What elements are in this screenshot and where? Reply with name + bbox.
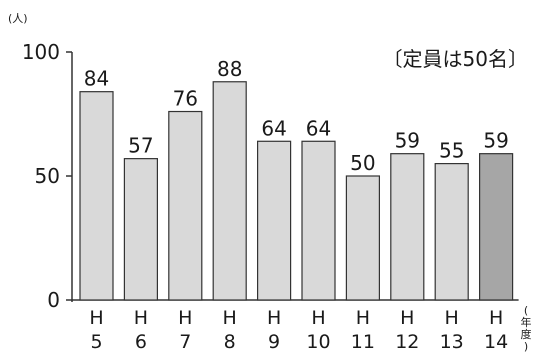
x-tick-label-era: H — [356, 307, 370, 329]
data-label: 76 — [173, 87, 198, 111]
x-tick-label-year: 9 — [268, 331, 280, 353]
bar-layer — [79, 81, 514, 301]
data-label: 64 — [261, 116, 286, 140]
data-label: 84 — [84, 67, 109, 91]
x-tick-label-era: H — [311, 307, 325, 329]
data-label: 57 — [128, 134, 153, 158]
x-tick-label-era: H — [267, 307, 281, 329]
x-tick-label-year: 8 — [224, 331, 236, 353]
x-axis-unit-char: ) — [524, 340, 528, 353]
x-axis-unit-char: ( — [524, 304, 528, 317]
data-label: 59 — [483, 129, 508, 153]
capacity-annotation: 〔定員は50名〕 — [383, 47, 528, 71]
bar-H11 — [345, 175, 380, 301]
x-tick-label-year: 10 — [306, 331, 330, 353]
bar-H12 — [390, 153, 425, 301]
x-tick-label-year: 14 — [484, 331, 508, 353]
x-axis-unit-char: 年 — [521, 315, 532, 329]
x-tick-label-era: H — [400, 307, 414, 329]
data-label: 59 — [395, 129, 420, 153]
x-tick-label-era: H — [134, 307, 148, 329]
bar-H13 — [434, 163, 469, 301]
x-tick-label-era: H — [89, 307, 103, 329]
bar-H6 — [123, 158, 159, 301]
bar-H10 — [301, 140, 336, 301]
x-tick-label-year: 11 — [351, 331, 375, 353]
data-label: 50 — [350, 151, 375, 175]
data-label: 88 — [217, 57, 242, 81]
y-tick-label: 50 — [35, 164, 60, 188]
x-tick-label-era: H — [489, 307, 503, 329]
bar-H14 — [479, 153, 514, 301]
x-tick-label-year: 12 — [395, 331, 419, 353]
x-tick-label-era: H — [445, 307, 459, 329]
x-tick-label-year: 13 — [440, 331, 464, 353]
x-tick-label-year: 5 — [90, 331, 102, 353]
bar-H9 — [257, 140, 292, 301]
data-label: 55 — [439, 139, 464, 163]
x-tick-label-year: 7 — [179, 331, 191, 353]
x-axis-unit-char: 度 — [521, 327, 532, 341]
x-tick-label-year: 6 — [135, 331, 147, 353]
y-tick-label: 100 — [22, 40, 60, 64]
label-layer: 84H557H676H788H864H964H1050H1159H1255H13… — [84, 57, 509, 353]
y-axis-unit-label: (人) — [8, 12, 28, 25]
data-label: 64 — [306, 116, 331, 140]
bar-H7 — [168, 110, 203, 301]
bar-H8 — [212, 81, 247, 301]
x-tick-label-era: H — [223, 307, 237, 329]
x-tick-label-era: H — [178, 307, 192, 329]
bar-H5 — [79, 91, 114, 301]
y-tick-label: 0 — [47, 288, 60, 312]
x-axis-unit-label: (年度) — [521, 304, 532, 353]
